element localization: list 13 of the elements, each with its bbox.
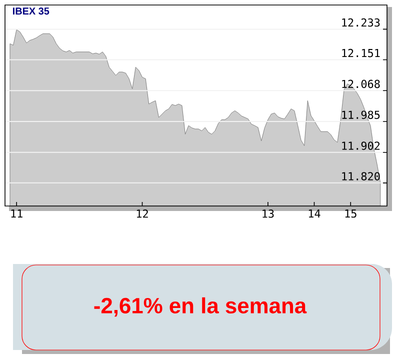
y-tick-label: 11.985 [342,110,380,119]
x-tick-label: 13 [262,210,274,218]
y-tick-label: 11.820 [342,172,380,180]
y-tick-label: 12.068 [342,80,380,88]
x-tick-label: 15 [345,210,356,218]
x-tick-label: 14 [308,210,320,218]
x-tick-label: 11 [11,210,22,218]
x-tick-label: 12 [136,210,148,218]
chart-title: IBEX 35 [13,8,50,15]
y-tick-label: 11.902 [342,142,380,150]
y-tick-label: 12.151 [342,48,380,58]
y-tick-label: 12.233 [342,18,380,27]
text: -2,61% en la semana [94,297,307,317]
